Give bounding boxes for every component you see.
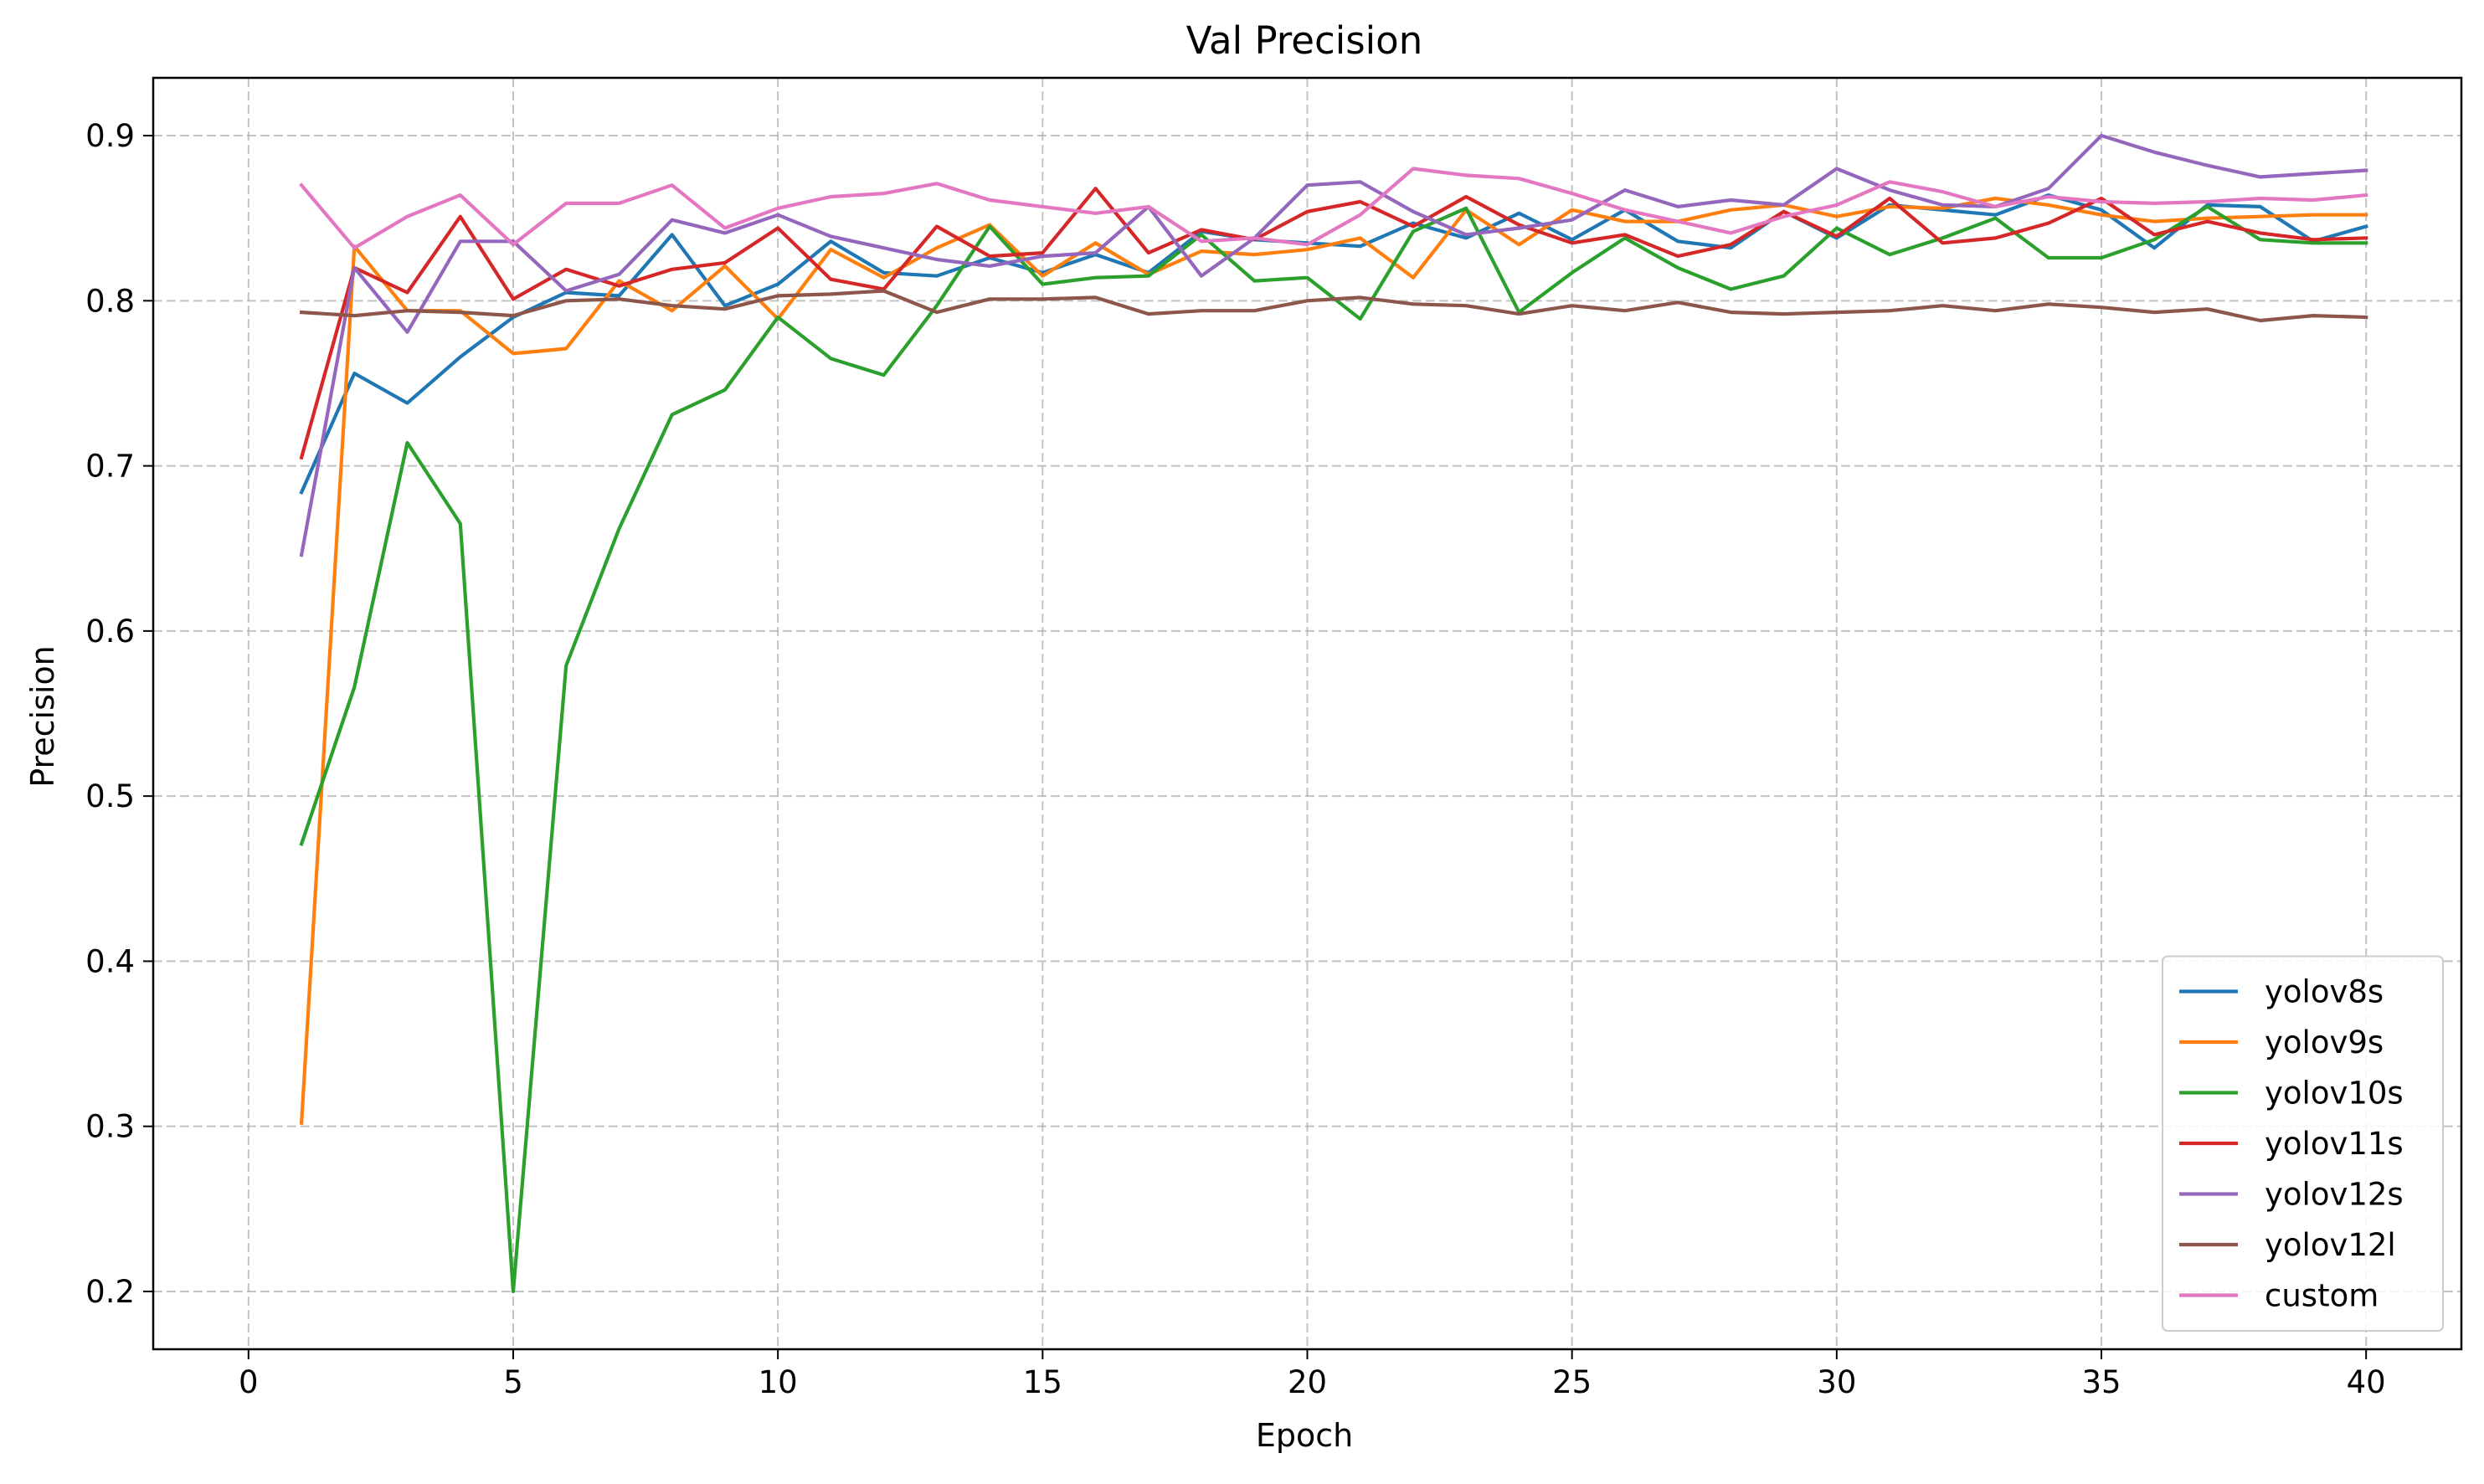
series-line-custom bbox=[299, 167, 2368, 250]
x-tick-label: 25 bbox=[1552, 1364, 1592, 1400]
y-tick-label: 0.6 bbox=[85, 614, 135, 650]
x-tick-label: 15 bbox=[1023, 1364, 1062, 1400]
series-line-yolov12l bbox=[299, 289, 2368, 323]
legend-label-yolov8s: yolov8s bbox=[2265, 974, 2384, 1010]
y-axis-ticks: 0.2 0.3 0.4 0.5 0.6 0.7 0.8 0.9 bbox=[85, 118, 153, 1310]
y-axis-label: Precision bbox=[24, 645, 61, 788]
y-tick-label: 0.5 bbox=[85, 778, 135, 814]
y-tick-label: 0.2 bbox=[85, 1274, 135, 1310]
legend-label-yolov12l: yolov12l bbox=[2265, 1227, 2396, 1263]
x-tick-label: 20 bbox=[1288, 1364, 1327, 1400]
x-tick-label: 0 bbox=[239, 1364, 259, 1400]
legend: yolov8s yolov9s yolov10s yolov11s yolov12s yo… bbox=[2162, 955, 2444, 1332]
y-tick-label: 0.3 bbox=[85, 1109, 135, 1145]
y-tick-label: 0.8 bbox=[85, 283, 135, 319]
y-tick-label: 0.4 bbox=[85, 943, 135, 979]
x-tick-label: 30 bbox=[1817, 1364, 1856, 1400]
legend-box bbox=[2162, 955, 2444, 1332]
legend-label-yolov12s: yolov12s bbox=[2265, 1177, 2404, 1213]
y-tick-label: 0.7 bbox=[85, 449, 135, 485]
x-axis-ticks: 0 5 10 15 20 25 30 35 40 bbox=[239, 1349, 2386, 1400]
series-line-yolov11s bbox=[299, 187, 2368, 460]
series-lines bbox=[299, 133, 2368, 1294]
x-tick-label: 5 bbox=[503, 1364, 523, 1400]
legend-label-yolov9s: yolov9s bbox=[2265, 1024, 2384, 1060]
x-axis-label: Epoch bbox=[1256, 1417, 1353, 1454]
legend-label-yolov11s: yolov11s bbox=[2265, 1126, 2404, 1162]
y-tick-label: 0.9 bbox=[85, 118, 135, 154]
x-tick-label: 40 bbox=[2347, 1364, 2386, 1400]
legend-label-yolov10s: yolov10s bbox=[2265, 1076, 2404, 1112]
x-tick-label: 35 bbox=[2081, 1364, 2121, 1400]
x-tick-label: 10 bbox=[759, 1364, 798, 1400]
legend-label-custom: custom bbox=[2265, 1278, 2379, 1314]
chart-title: Val Precision bbox=[1186, 18, 1422, 63]
series-line-yolov12s bbox=[299, 133, 2368, 557]
